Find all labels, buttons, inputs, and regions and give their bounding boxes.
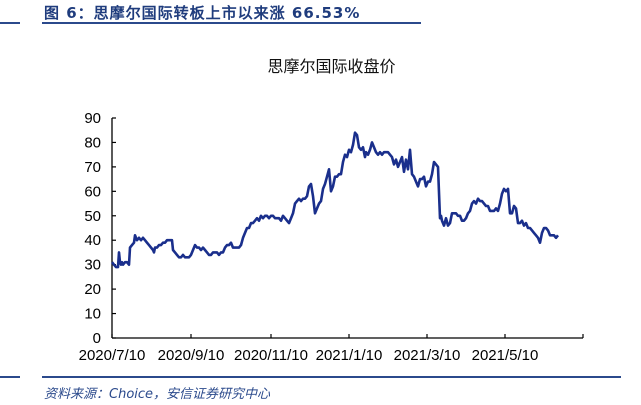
- x-tick-label: 2020/7/10: [79, 347, 146, 364]
- price-line: [110, 131, 560, 269]
- source-note: 资料来源：Choice，安信证券研究中心: [44, 387, 271, 402]
- header-rule: [42, 22, 421, 24]
- y-tick-label: 70: [84, 159, 101, 176]
- y-tick-label: 80: [84, 134, 101, 151]
- x-tick-label: 2020/9/10: [158, 347, 225, 364]
- y-tick-label: 40: [84, 232, 101, 249]
- y-tick-label: 0: [93, 330, 101, 347]
- chart-axes: 0 10 20 30 40 50 60 70 80 90 2020/7/10 2020/9/10 202…: [79, 110, 584, 364]
- y-tick-label: 20: [84, 281, 101, 298]
- x-tick-label: 2021/3/10: [394, 347, 461, 364]
- figure-title: 图 6：思摩尔国际转板上市以来涨 66.53%: [44, 4, 361, 22]
- y-tick-label: 60: [84, 183, 101, 200]
- header-rule-left: [0, 22, 20, 24]
- y-tick-label: 50: [84, 208, 101, 225]
- x-tick-label: 2020/11/10: [234, 347, 308, 364]
- y-tick-label: 30: [84, 257, 101, 274]
- footer-rule: [42, 376, 621, 378]
- x-tick-label: 2021/5/10: [472, 347, 539, 364]
- y-tick-label: 10: [84, 306, 101, 323]
- y-tick-label: 90: [84, 110, 101, 127]
- chart-title: 思摩尔国际收盘价: [267, 57, 396, 76]
- footer-rule-left: [0, 376, 20, 378]
- x-tick-label: 2021/1/10: [316, 347, 383, 364]
